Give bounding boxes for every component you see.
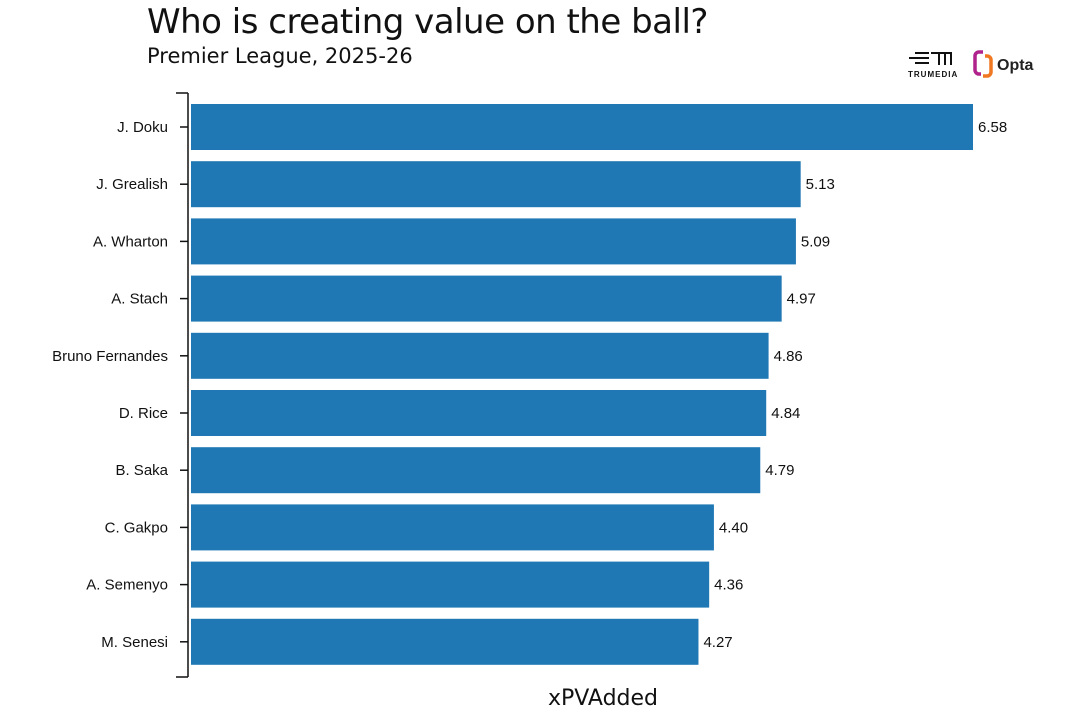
value-label: 5.09 <box>801 233 830 250</box>
chart-subtitle: Premier League, 2025-26 <box>147 44 413 68</box>
bar <box>191 161 801 208</box>
category-label: D. Rice <box>119 405 168 422</box>
category-label: A. Stach <box>111 291 168 308</box>
svg-text:Opta: Opta <box>997 57 1034 74</box>
category-label: M. Senesi <box>101 634 168 651</box>
chart-title: Who is creating value on the ball? <box>147 2 708 42</box>
bar <box>191 275 782 322</box>
logos: TRUMEDIA Opta <box>908 50 1034 79</box>
value-label: 5.13 <box>806 176 835 193</box>
category-label: J. Doku <box>117 119 168 136</box>
value-label: 4.79 <box>765 462 794 479</box>
category-label: J. Grealish <box>96 176 168 193</box>
bar <box>191 104 973 150</box>
bar <box>191 447 761 494</box>
value-label: 4.86 <box>774 348 803 365</box>
category-label: A. Wharton <box>93 233 168 250</box>
bar <box>191 504 714 551</box>
bar <box>191 618 699 665</box>
value-label: 4.27 <box>703 634 732 651</box>
category-label: A. Semenyo <box>86 577 168 594</box>
value-label: 4.36 <box>714 577 743 594</box>
trumedia-logo: TRUMEDIA <box>908 52 958 79</box>
value-label: 4.97 <box>787 291 816 308</box>
svg-text:TRUMEDIA: TRUMEDIA <box>908 70 958 79</box>
category-label: Bruno Fernandes <box>52 348 168 365</box>
category-label: B. Saka <box>115 462 168 479</box>
value-label: 6.58 <box>978 119 1007 136</box>
value-label: 4.84 <box>771 405 800 422</box>
bar <box>191 332 769 379</box>
bar <box>191 390 767 436</box>
category-label: C. Gakpo <box>105 519 168 536</box>
bar <box>191 218 796 265</box>
opta-logo: Opta <box>973 50 1034 78</box>
bar <box>191 561 710 608</box>
x-axis-label: xPVAdded <box>548 686 658 711</box>
value-label: 4.40 <box>719 519 748 536</box>
